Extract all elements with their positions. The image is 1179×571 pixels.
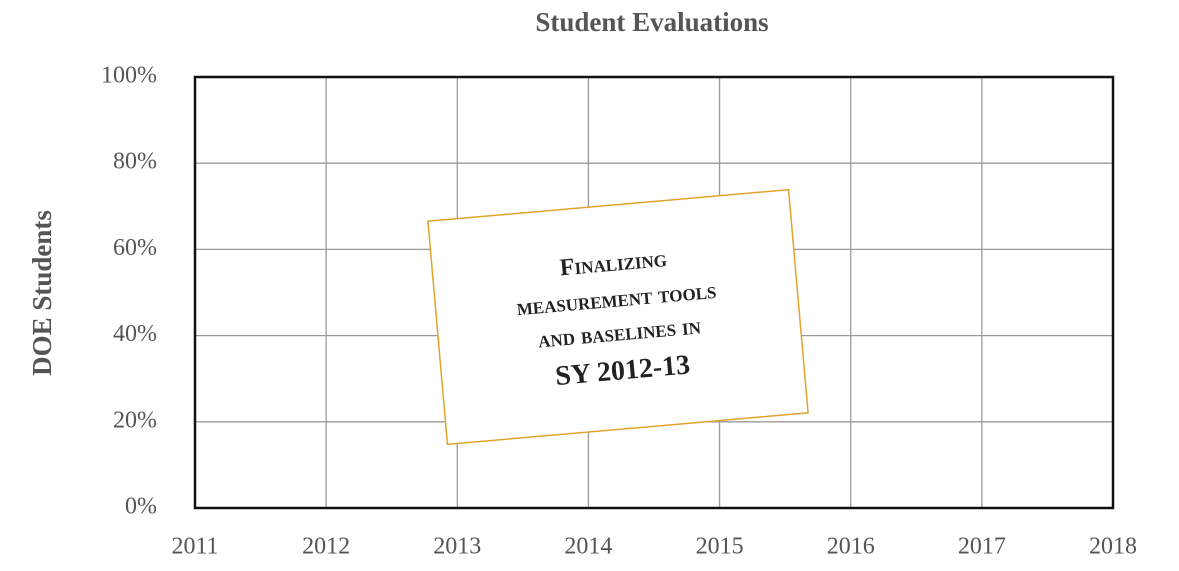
x-tick-label: 2017 — [958, 534, 1006, 560]
x-tick-label: 2016 — [827, 534, 875, 560]
x-tick-label: 2018 — [1089, 534, 1137, 560]
y-axis-label: DOE Students — [27, 210, 57, 376]
plot-frame — [193, 75, 1115, 510]
y-tick-label: 100% — [101, 63, 157, 89]
y-tick-label: 0% — [125, 494, 157, 520]
chart-title: Student Evaluations — [535, 7, 768, 37]
x-tick-label: 2012 — [302, 534, 350, 560]
y-tick-label: 60% — [113, 235, 157, 261]
y-tick-label: 20% — [113, 407, 157, 433]
x-tick-label: 2014 — [564, 534, 612, 560]
annotation-box — [427, 188, 809, 446]
y-tick-label: 80% — [113, 149, 157, 175]
x-tick-label: 2011 — [171, 534, 218, 560]
x-tick-label: 2015 — [696, 534, 744, 560]
y-tick-label: 40% — [113, 321, 157, 347]
x-tick-label: 2013 — [433, 534, 481, 560]
